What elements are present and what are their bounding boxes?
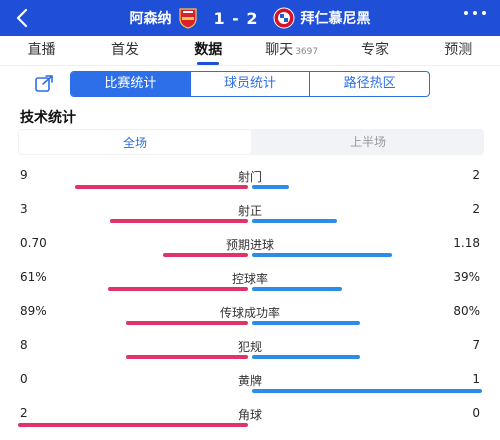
home-team-name[interactable]: 阿森纳 <box>129 11 172 27</box>
segment-player-stats[interactable]: 球员统计 <box>189 72 310 96</box>
stat-name: 犯规 <box>237 340 262 354</box>
segment-match-stats[interactable]: 比赛统计 <box>71 72 190 96</box>
home-stat-value: 0.70 <box>20 236 47 250</box>
home-stat-bar <box>18 423 248 427</box>
away-stat-bar <box>252 355 360 359</box>
share-icon[interactable] <box>34 74 54 94</box>
chat-count: 3697 <box>295 47 319 57</box>
home-stat-value: 2 <box>20 406 28 420</box>
home-stat-value: 89% <box>20 304 47 318</box>
period-first-half[interactable]: 上半场 <box>349 135 386 149</box>
period-toggle: 全场 上半场 <box>18 129 484 155</box>
more-options-icon[interactable] <box>464 11 486 15</box>
away-stat-value: 2 <box>472 168 480 182</box>
away-score: 2 <box>246 8 259 28</box>
main-tabs: 直播 首发 数据 聊天 3697 专家 预测 <box>0 36 500 66</box>
home-stat-value: 3 <box>20 202 28 216</box>
tab-chat[interactable]: 聊天 3697 <box>265 42 319 58</box>
away-stat-value: 0 <box>472 406 480 420</box>
back-arrow-icon[interactable] <box>12 7 34 29</box>
home-stat-bar <box>126 355 248 359</box>
stat-row: 9 射门 2 <box>0 168 500 192</box>
tab-live[interactable]: 直播 <box>27 42 56 58</box>
tab-lineup[interactable]: 首发 <box>110 42 139 58</box>
stat-name: 传球成功率 <box>219 306 280 320</box>
away-stat-bar <box>252 321 360 325</box>
away-stat-bar <box>252 185 289 189</box>
home-stat-bar <box>110 219 248 223</box>
home-stat-bar <box>126 321 248 325</box>
away-stat-value: 1.18 <box>453 236 480 250</box>
bayern-badge-icon[interactable] <box>273 7 295 29</box>
home-score: 1 <box>213 8 226 28</box>
period-full-match[interactable]: 全场 <box>18 129 252 155</box>
segment-heatmap[interactable]: 路径热区 <box>309 72 429 96</box>
stat-row: 61% 控球率 39% <box>0 270 500 294</box>
stat-row: 0 黄牌 1 <box>0 372 500 396</box>
stat-name: 黄牌 <box>237 374 262 388</box>
stat-name: 角球 <box>237 408 262 422</box>
away-stat-value: 7 <box>472 338 480 352</box>
score-separator: - <box>232 8 240 28</box>
away-stat-bar <box>252 219 337 223</box>
stats-segment-control: 比赛统计 球员统计 路径热区 <box>70 71 430 97</box>
score: 1 - 2 <box>213 9 258 28</box>
home-stat-value: 9 <box>20 168 28 182</box>
section-title: 技术统计 <box>20 110 76 126</box>
stats-subbar: 比赛统计 球员统计 路径热区 <box>0 68 500 102</box>
tab-prediction[interactable]: 预测 <box>444 42 473 58</box>
match-score-line: 阿森纳 1 - 2 拜仁慕尼黑 <box>0 0 500 36</box>
away-stat-value: 39% <box>453 270 480 284</box>
away-stat-bar <box>252 287 342 291</box>
home-stat-bar <box>108 287 248 291</box>
match-header: 阿森纳 1 - 2 拜仁慕尼黑 <box>0 0 500 36</box>
tab-data[interactable]: 数据 <box>167 36 250 65</box>
stat-name: 射正 <box>237 204 262 218</box>
stat-row: 8 犯规 7 <box>0 338 500 362</box>
arsenal-badge-icon[interactable] <box>177 7 199 29</box>
away-stat-value: 80% <box>453 304 480 318</box>
away-stat-value: 2 <box>472 202 480 216</box>
home-stat-value: 0 <box>20 372 28 386</box>
stat-row: 0.70 预期进球 1.18 <box>0 236 500 260</box>
home-stat-value: 8 <box>20 338 28 352</box>
home-stat-bar <box>163 253 248 257</box>
home-stat-bar <box>75 185 248 189</box>
stat-row: 3 射正 2 <box>0 202 500 226</box>
stat-row: 2 角球 0 <box>0 406 500 430</box>
away-stat-bar <box>252 253 392 257</box>
away-stat-value: 1 <box>472 372 480 386</box>
away-stat-bar <box>252 389 482 393</box>
stat-name: 预期进球 <box>225 238 274 252</box>
stat-row: 89% 传球成功率 80% <box>0 304 500 328</box>
away-team-name[interactable]: 拜仁慕尼黑 <box>300 11 371 27</box>
tab-expert[interactable]: 专家 <box>360 42 389 58</box>
home-stat-value: 61% <box>20 270 47 284</box>
stat-name: 控球率 <box>231 272 268 286</box>
stat-name: 射门 <box>237 170 262 184</box>
